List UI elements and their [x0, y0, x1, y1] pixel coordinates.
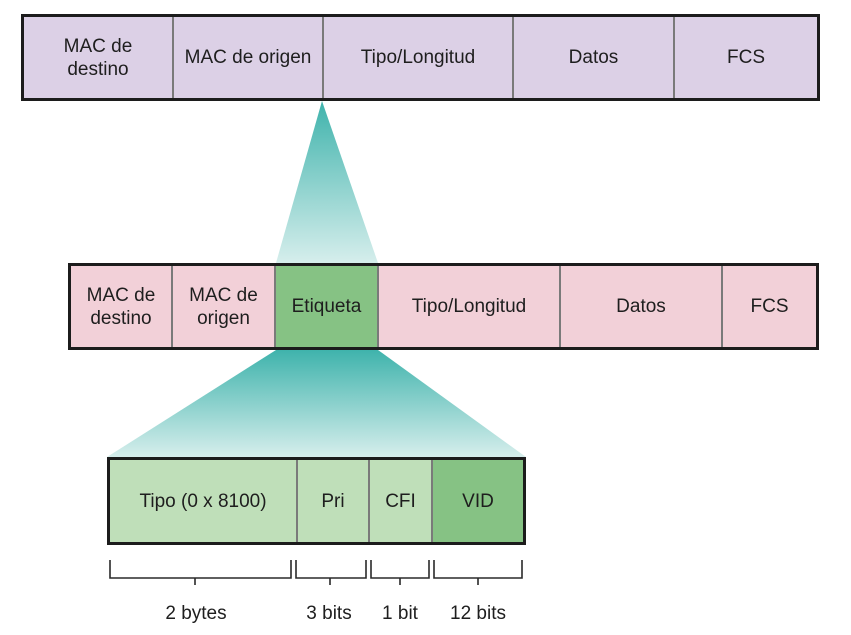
bracket-3-bits	[295, 560, 367, 585]
field-data: Datos	[561, 266, 723, 347]
funnel-tag-to-fields	[107, 350, 526, 457]
field-src-mac: MAC de origen	[173, 266, 276, 347]
field-cfi: CFI	[370, 460, 433, 542]
size-label-3-bits: 3 bits	[306, 603, 352, 624]
ethernet-frame-tagged: MAC de destino MAC de origen Etiqueta Ti…	[68, 263, 819, 350]
bracket-1-bit	[370, 560, 430, 585]
size-label-12-bits: 12 bits	[450, 603, 506, 624]
field-data: Datos	[514, 17, 675, 98]
bracket-2-bytes	[109, 560, 292, 585]
field-type-length: Tipo/Longitud	[324, 17, 514, 98]
size-label-1-bit: 1 bit	[382, 603, 418, 624]
field-dest-mac: MAC de destino	[24, 17, 174, 98]
field-dest-mac: MAC de destino	[71, 266, 173, 347]
field-type-length: Tipo/Longitud	[379, 266, 561, 347]
field-fcs: FCS	[727, 47, 765, 68]
field-tag: Etiqueta	[276, 266, 379, 347]
size-label-2-bytes: 2 bytes	[165, 603, 227, 624]
funnel-type-to-tag	[276, 101, 378, 263]
ethernet-frame-original: MAC de destino MAC de origen Tipo/Longit…	[21, 14, 820, 101]
field-priority: Pri	[298, 460, 370, 542]
field-fcs: FCS	[750, 296, 789, 317]
field-tpid: Tipo (0 x 8100)	[110, 460, 298, 542]
bracket-12-bits	[433, 560, 523, 585]
field-src-mac: MAC de origen	[174, 17, 324, 98]
field-vid: VID	[433, 460, 523, 542]
tag-field-breakdown: Tipo (0 x 8100) Pri CFI VID	[107, 457, 526, 545]
